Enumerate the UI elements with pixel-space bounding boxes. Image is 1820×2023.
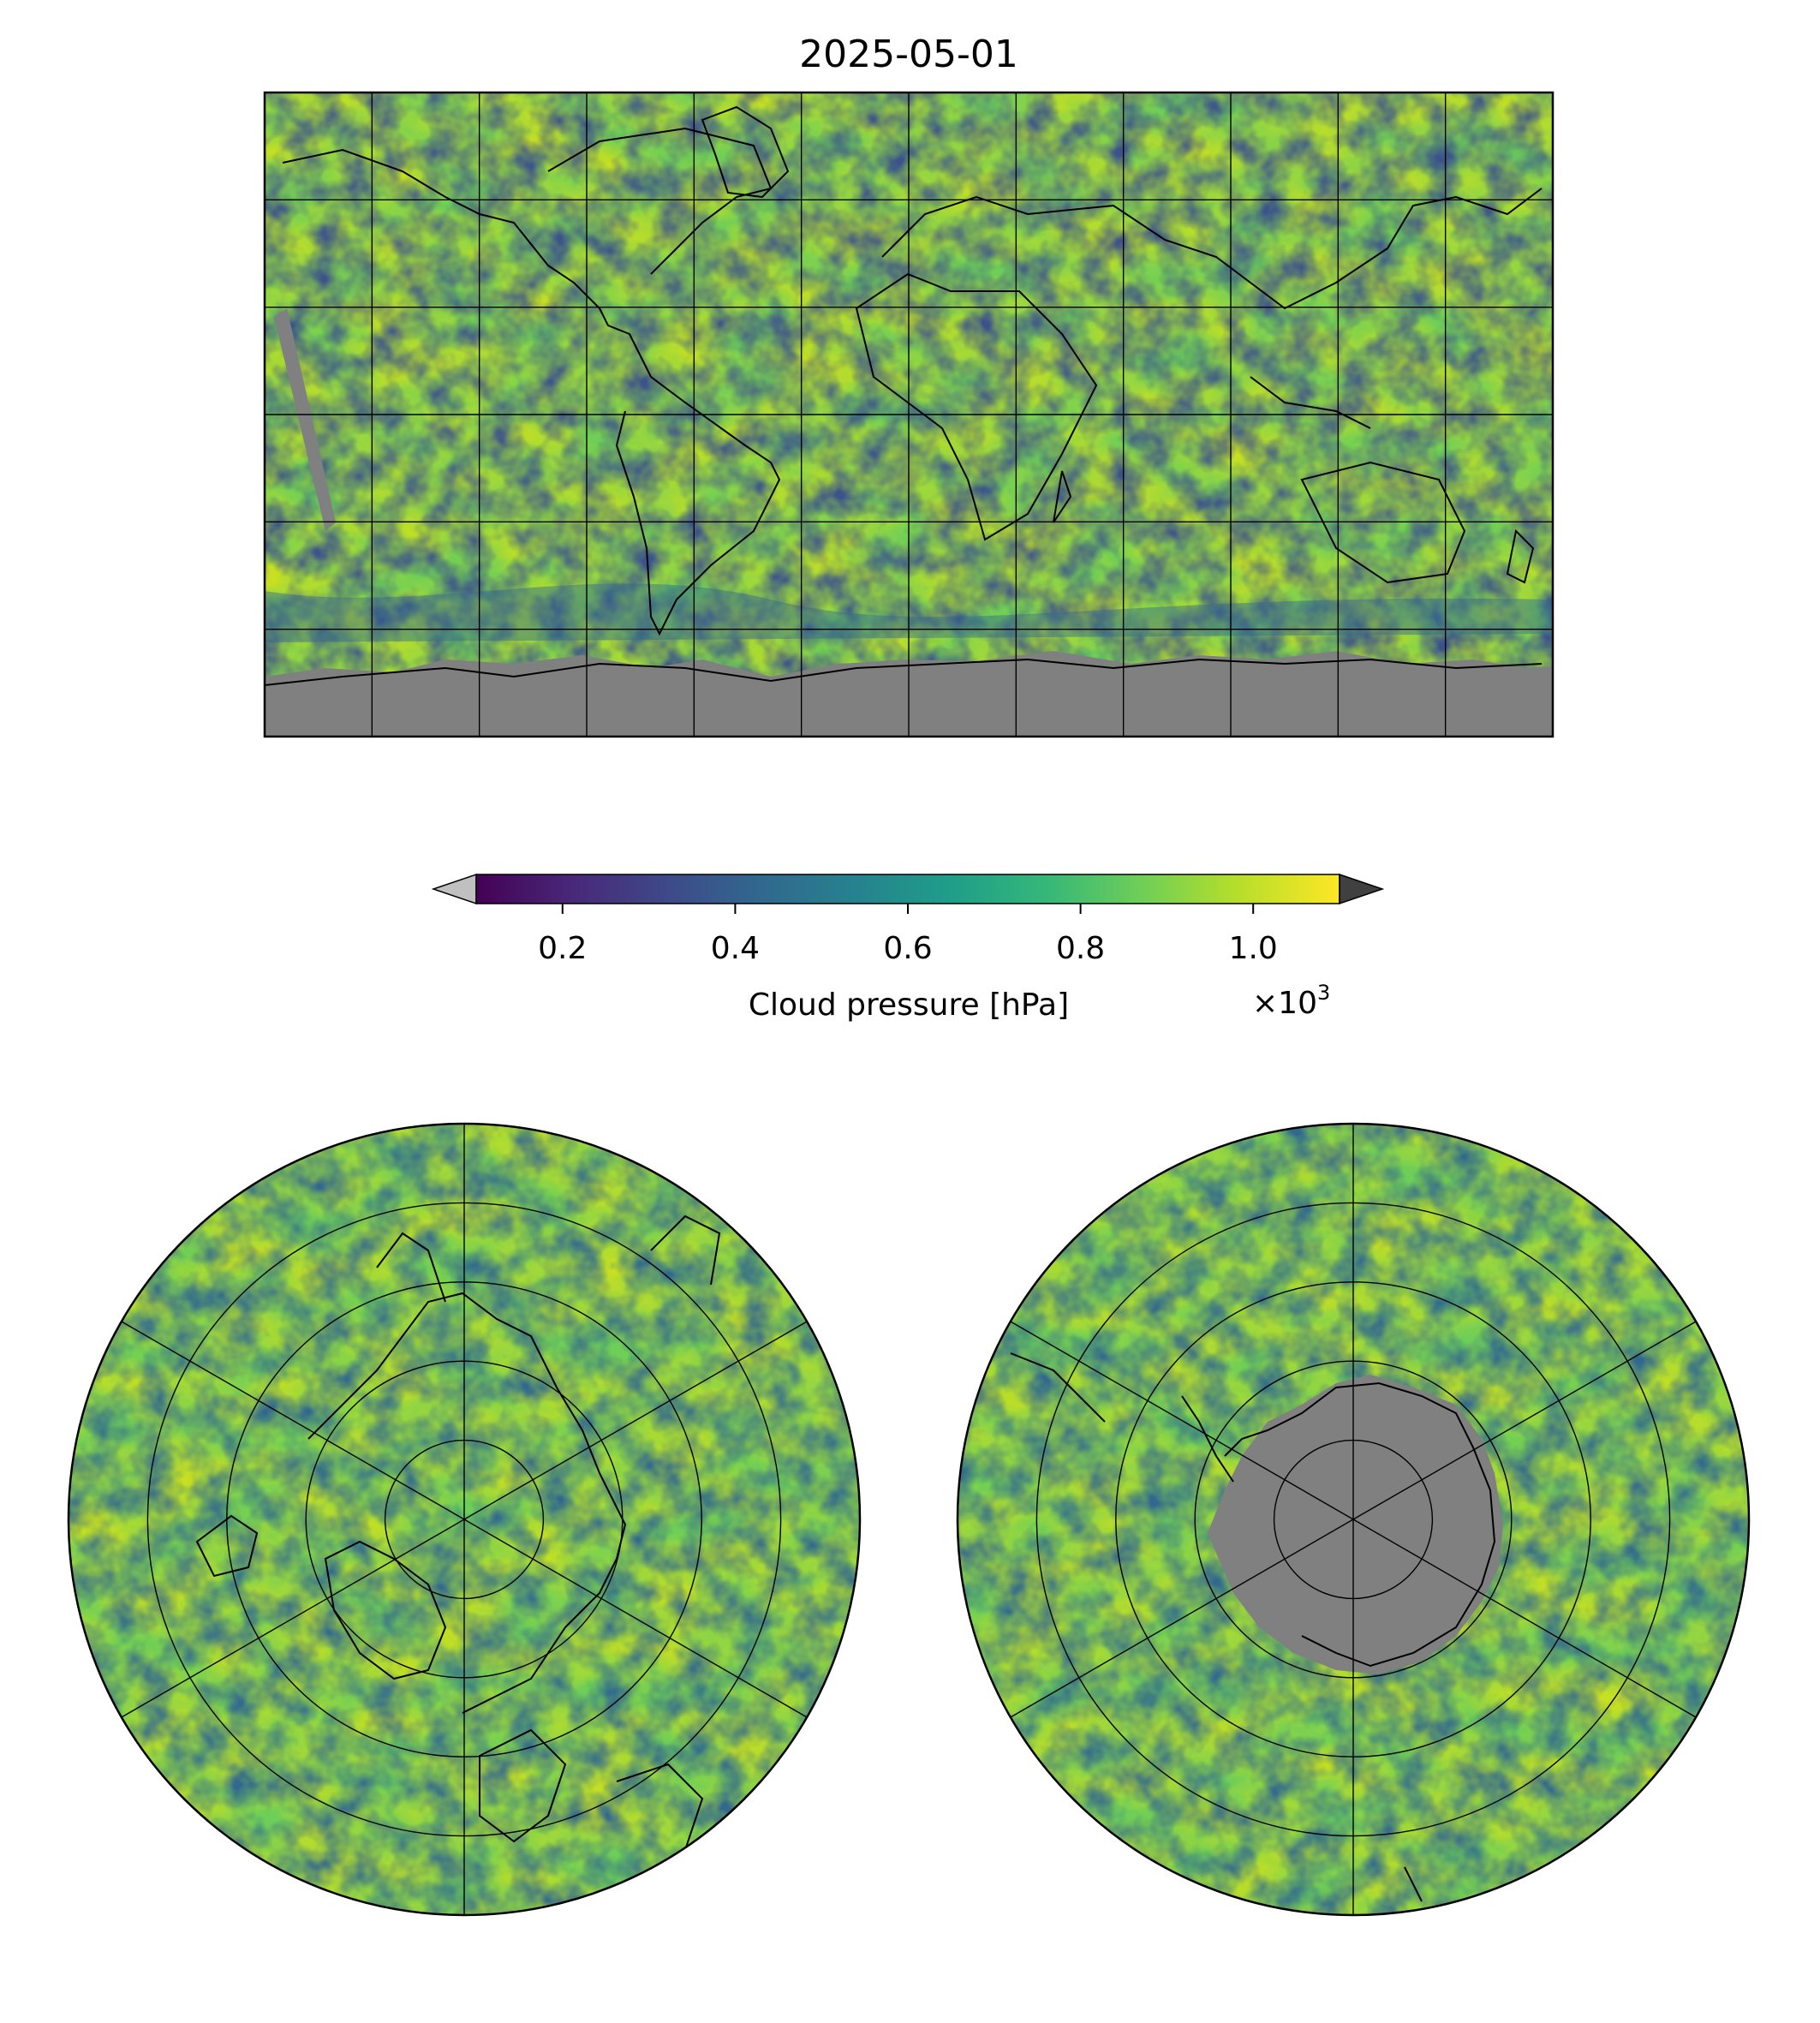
- north-map-frame: [67, 1122, 862, 1917]
- colorbar-tick-label: 0.4: [711, 931, 760, 966]
- colorbar-tick-label: 1.0: [1229, 931, 1278, 966]
- south-antarctica-mask: [1208, 1375, 1503, 1674]
- north-coastlines: [195, 1214, 721, 1851]
- colorbar-label: Cloud pressure [hPa]: [749, 988, 1069, 1023]
- colorbar-tick-label: 0.8: [1056, 931, 1105, 966]
- south-polar-map: [958, 1124, 1749, 1915]
- colorbar-tick-label: 0.2: [538, 931, 587, 966]
- meridian-line: [121, 1321, 465, 1520]
- colorbar-gradient: [476, 874, 1340, 904]
- north-polar-map: [69, 1124, 860, 1915]
- global-map: [265, 92, 1553, 737]
- colorbar-over-extension: [1339, 873, 1385, 905]
- meridian-line: [1352, 1321, 1697, 1520]
- south-map-frame: [956, 1122, 1751, 1917]
- colorbar-under-extension: [431, 873, 477, 905]
- global-map-frame: [263, 91, 1554, 738]
- south-gridlines: [1010, 1124, 1697, 1915]
- north-gridlines: [121, 1124, 808, 1915]
- meridian-line: [121, 1519, 465, 1718]
- meridian-line: [463, 1321, 808, 1520]
- colorbar-ticks: 0.2 0.4 0.6 0.8 1.0: [538, 904, 1278, 966]
- figure-title: 2025-05-01: [799, 33, 1018, 76]
- colorbar-offset: ×103: [1252, 981, 1330, 1021]
- meridian-line: [1352, 1519, 1697, 1718]
- meridian-line: [1010, 1321, 1354, 1520]
- meridian-line: [1010, 1519, 1354, 1718]
- colorbar: 0.2 0.4 0.6 0.8 1.0 Cloud pressure [hPa] ×10…: [431, 873, 1385, 1023]
- colorbar-offset-exponent: 3: [1317, 981, 1330, 1005]
- south-coastlines: [1010, 1352, 1496, 1902]
- meridian-line: [463, 1519, 808, 1718]
- global-gridlines: [265, 92, 1553, 737]
- missing-data-swath: [274, 308, 336, 531]
- colorbar-offset-base: ×10: [1252, 986, 1317, 1021]
- colorbar-tick-label: 0.6: [883, 931, 932, 966]
